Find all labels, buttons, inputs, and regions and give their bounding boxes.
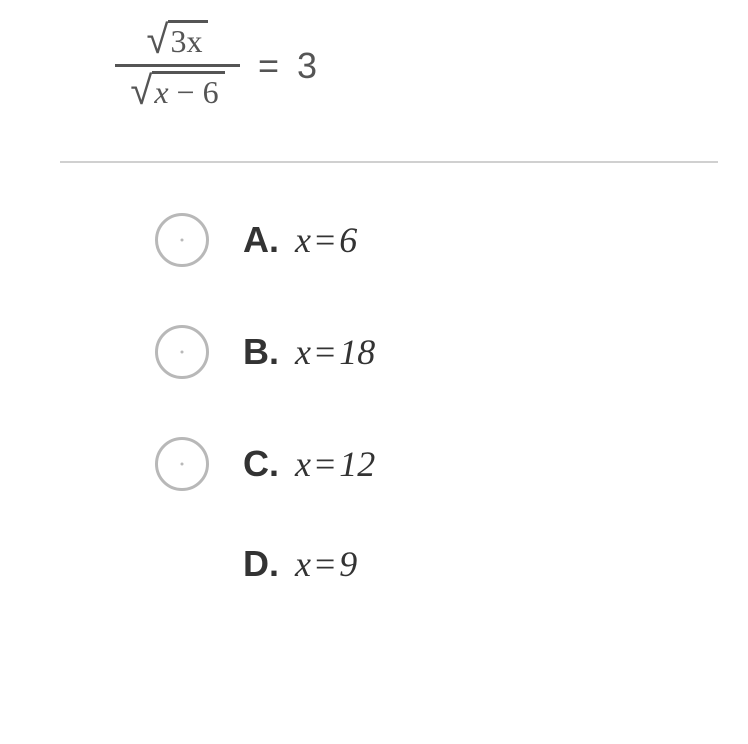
choice-label: C.: [243, 443, 279, 485]
radio-icon[interactable]: [155, 549, 213, 577]
numerator-radicand: 3x: [168, 20, 208, 60]
numerator-text: 3x: [170, 23, 202, 59]
choice-value: x=12: [295, 443, 375, 485]
equation: √ 3x √ x − 6 = 3: [115, 20, 748, 111]
equation-region: √ 3x √ x − 6 = 3: [0, 0, 748, 161]
radio-icon[interactable]: [155, 325, 209, 379]
denominator-sqrt: √ x − 6: [130, 71, 224, 111]
choice-text: A. x=6: [243, 219, 357, 261]
choice-text: B. x=18: [243, 331, 375, 373]
radical-icon: √: [147, 20, 169, 60]
choice-label: B.: [243, 331, 279, 373]
choice-label: D.: [243, 549, 279, 585]
choice-label: A.: [243, 219, 279, 261]
denom-num: 6: [203, 74, 219, 110]
choices-list: A. x=6 B. x=18 C. x=12 D. x=9: [0, 213, 748, 585]
equals-sign: =: [258, 45, 279, 87]
equation-rhs: 3: [297, 45, 317, 87]
divider: [60, 161, 718, 163]
radical-icon: √: [130, 71, 152, 111]
denominator-radicand: x − 6: [152, 71, 224, 111]
choice-value: x=6: [295, 219, 357, 261]
equation-fraction: √ 3x √ x − 6: [115, 20, 240, 111]
radio-icon[interactable]: [155, 437, 209, 491]
denom-op: −: [177, 74, 195, 110]
numerator-sqrt: √ 3x: [147, 20, 209, 60]
choice-text: D. x=9: [243, 549, 357, 585]
choice-b[interactable]: B. x=18: [155, 325, 748, 379]
choice-a[interactable]: A. x=6: [155, 213, 748, 267]
choice-d[interactable]: D. x=9: [155, 549, 748, 585]
fraction-bar: [115, 64, 240, 67]
denom-var: x: [154, 74, 168, 110]
radio-icon[interactable]: [155, 213, 209, 267]
choice-value: x=18: [295, 331, 375, 373]
choice-c[interactable]: C. x=12: [155, 437, 748, 491]
choice-text: C. x=12: [243, 443, 375, 485]
choice-value: x=9: [295, 549, 357, 585]
